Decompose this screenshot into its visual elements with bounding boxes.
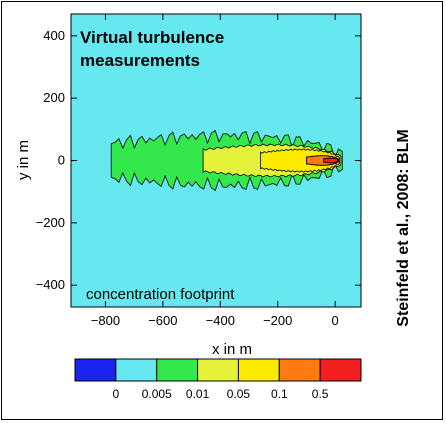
colorbar-labels: 0 0.005 0.01 0.05 0.1 0.5 xyxy=(113,387,329,401)
plot-area xyxy=(70,13,362,308)
colorbar-swatch xyxy=(319,358,362,382)
colorbar-label: 0.1 xyxy=(271,387,288,401)
colorbar-swatch xyxy=(115,358,158,382)
colorbar-swatch xyxy=(278,358,321,382)
x-tick-label: −200 xyxy=(263,313,292,328)
y-axis: −400 −200 0 200 400 xyxy=(36,28,361,292)
colorbar xyxy=(74,358,362,382)
colorbar-label: 0.005 xyxy=(142,387,172,401)
contour-level xyxy=(260,148,340,173)
colorbar-swatch xyxy=(156,358,199,382)
x-tick-label: 0 xyxy=(332,313,339,328)
y-axis-label: y in m xyxy=(15,140,32,180)
citation-label: Steinfeld et al., 2008: BLM xyxy=(395,129,412,326)
x-tick-label: −800 xyxy=(91,313,120,328)
y-tick-label: −400 xyxy=(36,277,65,292)
y-tick-label: 200 xyxy=(43,90,65,105)
colorbar-swatch xyxy=(74,358,117,382)
contour-level xyxy=(323,157,339,164)
x-axis-label: x in m xyxy=(212,341,252,358)
y-tick-label: −200 xyxy=(36,215,65,230)
x-axis: −800 −600 −400 −200 0 xyxy=(91,14,339,328)
concentration-contours xyxy=(110,129,343,192)
colorbar-label: 0.5 xyxy=(312,387,329,401)
colorbar-swatch xyxy=(237,358,280,382)
colorbar-label: 0.01 xyxy=(186,387,210,401)
chart-title-line-1: Virtual turbulence xyxy=(80,28,224,47)
x-tick-label: −400 xyxy=(206,313,235,328)
colorbar-label: 0.05 xyxy=(227,387,251,401)
chart-title-line-2: measurements xyxy=(80,51,200,70)
colorbar-swatch xyxy=(197,358,239,382)
colorbar-label: 0 xyxy=(113,387,120,401)
footprint-annotation: concentration footprint xyxy=(86,286,235,303)
y-tick-label: 0 xyxy=(58,153,65,168)
x-tick-label: −600 xyxy=(148,313,177,328)
y-tick-label: 400 xyxy=(43,28,65,43)
